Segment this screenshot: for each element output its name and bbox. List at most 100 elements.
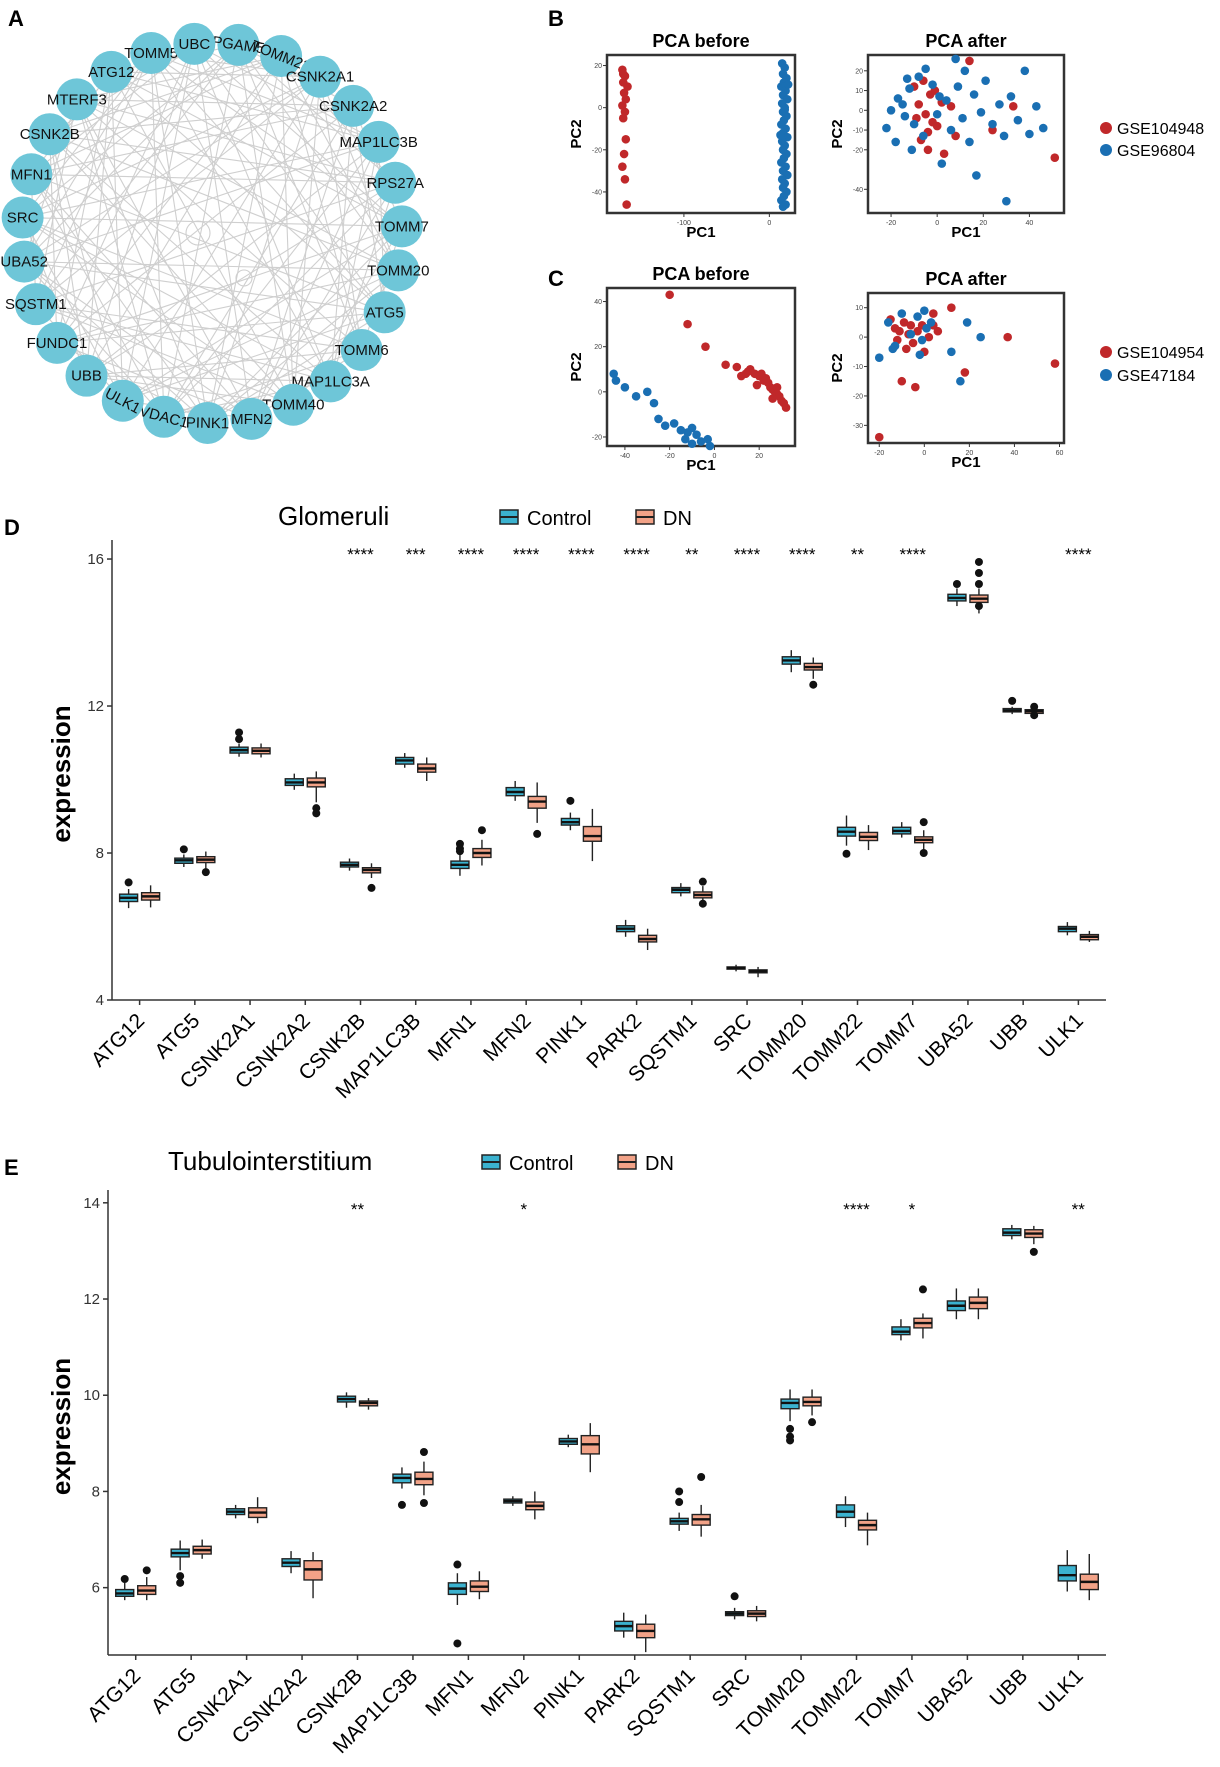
pca-y-tick-label: 0	[859, 335, 863, 342]
box-outlier	[533, 829, 542, 838]
network-node-atg12: ATG12	[88, 50, 135, 93]
node-label-map1lc3b: MAP1LC3B	[340, 134, 418, 151]
network-node-csnk2a1: CSNK2A1	[286, 55, 354, 98]
pca-point	[1013, 115, 1023, 125]
panel-letter-d: D	[4, 515, 20, 540]
network-edge	[193, 43, 386, 313]
pca-x-tick-label: -20	[665, 453, 675, 460]
legend-c: GSE104954 GSE47184	[1100, 345, 1204, 385]
network-edge	[238, 44, 354, 107]
pca-point	[899, 318, 909, 327]
box-control-pink1	[560, 812, 581, 831]
network-edge	[35, 44, 239, 305]
pca-y-tick-label: -30	[853, 423, 863, 430]
pca-point	[981, 76, 990, 85]
box-control-mfn2	[503, 1496, 523, 1506]
node-circle-mfn2	[230, 397, 273, 440]
box-control-park2	[614, 1612, 634, 1638]
pca-point	[768, 394, 777, 403]
pca-point	[946, 125, 956, 135]
pca-point	[619, 149, 629, 159]
box-outlier	[367, 883, 376, 892]
x-tick-label-tomm7: TOMM7	[853, 1009, 923, 1079]
pca-point	[962, 318, 972, 327]
pca-point	[891, 137, 900, 147]
node-label-tomm7: TOMM7	[375, 218, 429, 235]
box-outlier	[179, 845, 188, 854]
pca-point	[1002, 196, 1011, 206]
network-edge	[22, 76, 321, 219]
pca-y-tick-label: 0	[598, 105, 602, 112]
pca-point	[898, 100, 907, 109]
network-node-mfn1: MFN1	[10, 153, 53, 196]
node-circle-csnk2a1	[299, 55, 342, 98]
pca-point	[956, 376, 965, 386]
pca-point	[917, 335, 927, 345]
box-outlier	[124, 878, 133, 887]
box-control-ulk1	[1057, 1550, 1077, 1592]
box-dn-ulk1	[1079, 930, 1100, 942]
pca-x-tick-label: -20	[886, 220, 896, 227]
pca-point	[772, 383, 782, 392]
pca-point	[893, 94, 903, 103]
legend-label-control: Control	[509, 1153, 573, 1175]
pca-point	[932, 109, 942, 119]
box-outlier	[419, 1498, 428, 1507]
x-tick-label-src: SRC	[709, 1009, 757, 1057]
network-edge	[86, 55, 282, 376]
node-circle-tomm20	[377, 249, 420, 292]
pca-point	[783, 80, 793, 89]
box-body	[1057, 1564, 1077, 1582]
pca-point	[622, 200, 631, 209]
pca-point	[890, 341, 900, 351]
pca-point	[906, 321, 916, 330]
boxplot-title: Glomeruli	[278, 501, 389, 531]
pca-point	[701, 342, 710, 351]
pca-point	[933, 326, 943, 336]
node-label-rps27a: RPS27A	[366, 175, 424, 192]
network-edges	[22, 43, 403, 424]
pca-xlabel: PC1	[686, 224, 715, 241]
node-circle-tomm22	[260, 35, 303, 78]
pca-point	[660, 421, 670, 430]
pca-point	[900, 111, 910, 121]
network-node-tomm7: TOMM7	[375, 205, 429, 248]
pca-point	[676, 425, 686, 435]
network-edge	[193, 43, 403, 227]
pca-point	[705, 441, 715, 451]
network-edge	[237, 44, 363, 351]
box-dn-mfn1	[472, 839, 492, 866]
panel-letter-e: E	[4, 1155, 19, 1180]
pca-point	[1020, 66, 1030, 76]
box-outlier	[453, 1560, 462, 1569]
network-node-map1lc3a: MAP1LC3A	[292, 360, 370, 403]
x-tick-label-ulk1: ULK1	[1034, 1664, 1087, 1717]
box-outlier	[176, 1578, 185, 1587]
network-edge	[31, 173, 385, 313]
box-control-tomm7	[892, 822, 912, 838]
node-label-map1lc3a: MAP1LC3A	[292, 373, 370, 390]
box-outlier	[1029, 1247, 1038, 1256]
network-edge	[31, 173, 396, 184]
pca-point	[911, 382, 920, 392]
pca-frame	[605, 286, 797, 448]
pca-y-tick-label: -20	[853, 147, 863, 154]
pca-xlabel: PC1	[951, 454, 980, 471]
pca-point	[951, 54, 960, 64]
node-circle-atg5	[363, 291, 406, 334]
pca-point	[669, 419, 679, 428]
pca-x-tick-label: 40	[1026, 220, 1034, 227]
pca-ylabel: PC2	[829, 353, 846, 382]
legend-label-control: Control	[527, 508, 591, 530]
network-edge	[193, 43, 253, 419]
box-dn-mfn1	[469, 1571, 490, 1600]
box-control-tomm20	[780, 1389, 800, 1422]
box-dn-csnk2b	[358, 1398, 379, 1410]
pca-x-tick-label: 0	[922, 450, 926, 457]
pca-y-tick-label: 20	[594, 63, 602, 70]
box-outlier	[477, 826, 486, 835]
pca-point	[776, 130, 785, 140]
network-edge	[76, 98, 354, 107]
box-control-atg12	[115, 1582, 135, 1601]
box-outlier	[235, 728, 244, 737]
